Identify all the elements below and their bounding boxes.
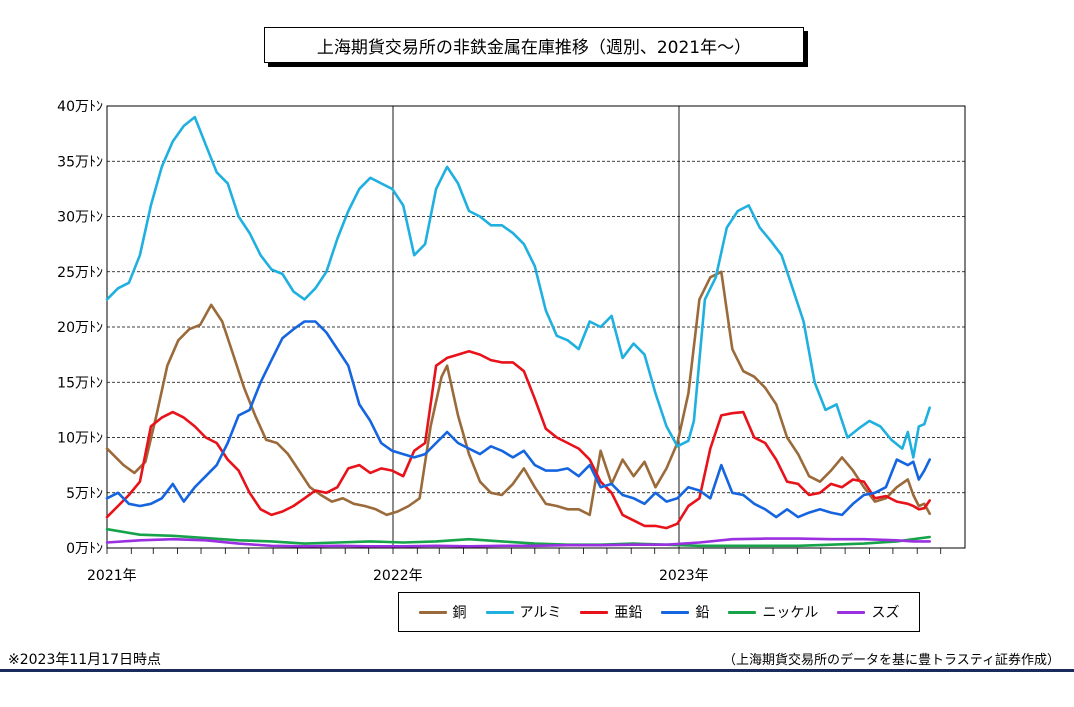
bottom-rule <box>0 669 1074 672</box>
legend: 銅 アルミ 亜鉛 鉛 ニッケル スズ <box>398 592 920 632</box>
y-tick-label: 40万ﾄﾝ <box>57 99 103 115</box>
y-axis: 0万ﾄﾝ 5万ﾄﾝ 10万ﾄﾝ 15万ﾄﾝ 20万ﾄﾝ 25万ﾄﾝ 30万ﾄﾝ 35万ﾄﾝ 40… <box>57 99 103 557</box>
legend-label: 亜鉛 <box>614 605 643 621</box>
x-tick-label: 2022年 <box>373 568 423 584</box>
legend-item: 銅 <box>418 602 467 622</box>
gridlines <box>107 106 965 548</box>
series-line-3 <box>105 320 931 519</box>
footnote: ※2023年11月17日時点 <box>8 652 161 668</box>
legend-label: 鉛 <box>695 605 710 621</box>
series-line-2 <box>105 350 931 530</box>
legend-item: 亜鉛 <box>580 602 642 622</box>
series-lines <box>105 115 931 548</box>
y-tick-label: 20万ﾄﾝ <box>57 320 103 336</box>
legend-swatch <box>661 610 690 614</box>
x-tick-label: 2023年 <box>659 568 709 584</box>
legend-swatch <box>728 610 757 614</box>
source-note: （上海期貨交易所のデータを基に豊トラスティ証券作成） <box>723 653 1060 668</box>
series-line-0 <box>105 270 931 517</box>
x-tick-label: 2021年 <box>87 568 137 584</box>
legend-item: ニッケル <box>728 602 818 622</box>
y-tick-label: 30万ﾄﾝ <box>57 210 103 226</box>
series-line-4 <box>105 527 931 548</box>
legend-item: 鉛 <box>661 602 709 622</box>
y-tick-label: 0万ﾄﾝ <box>66 541 103 557</box>
series-line-1 <box>105 115 931 459</box>
legend-swatch <box>580 610 609 614</box>
legend-item: アルミ <box>485 602 562 622</box>
legend-swatch <box>418 610 447 614</box>
y-tick-label: 15万ﾄﾝ <box>57 375 103 391</box>
y-tick-label: 5万ﾄﾝ <box>66 486 103 502</box>
legend-label: ニッケル <box>762 605 819 621</box>
series-line-5 <box>105 537 931 548</box>
legend-item: スズ <box>837 602 899 622</box>
chart-title: 上海期貨交易所の非鉄金属在庫推移（週別、2021年～） <box>264 27 804 63</box>
plot-area <box>106 105 966 549</box>
legend-label: アルミ <box>519 605 562 621</box>
y-tick-label: 10万ﾄﾝ <box>57 431 103 447</box>
legend-label: 銅 <box>452 605 467 621</box>
y-tick-label: 25万ﾄﾝ <box>57 265 103 281</box>
x-axis: 2021年 2022年 2023年 <box>87 548 942 584</box>
y-tick-label: 35万ﾄﾝ <box>57 154 103 170</box>
legend-swatch <box>485 610 514 614</box>
legend-swatch <box>837 610 866 614</box>
legend-label: スズ <box>871 605 900 621</box>
